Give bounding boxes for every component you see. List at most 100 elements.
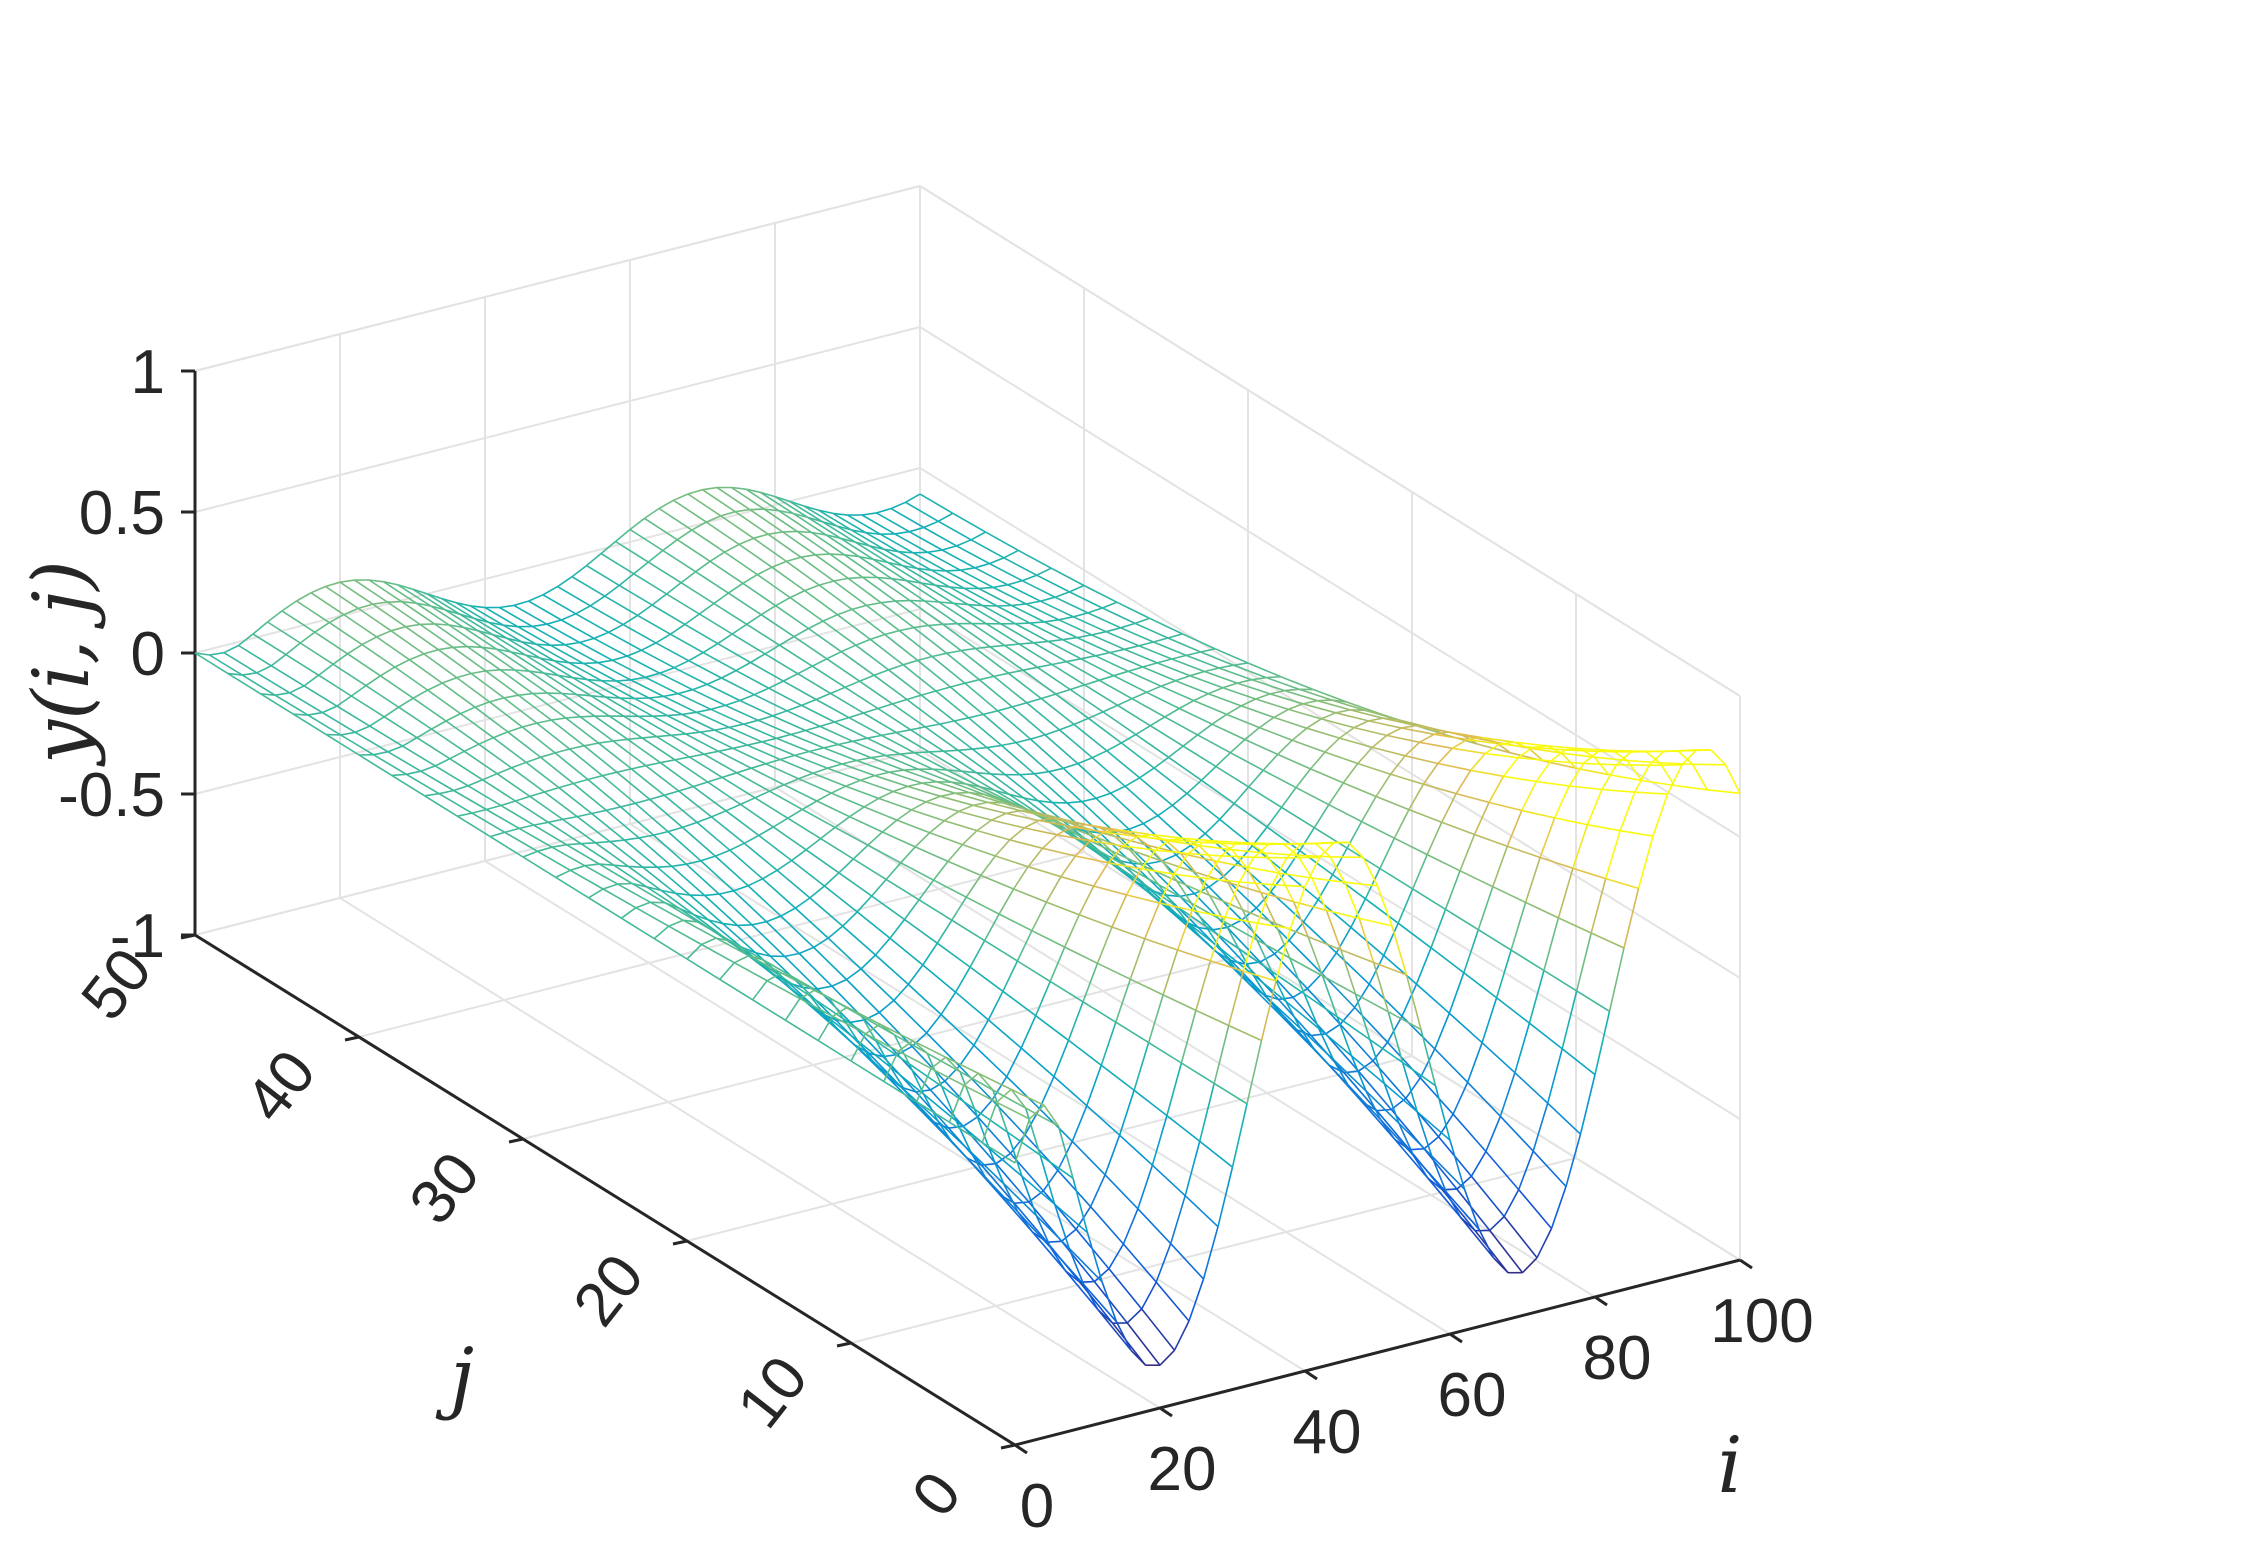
mesh-segment	[1029, 738, 1064, 769]
mesh-segment	[779, 754, 795, 761]
mesh-segment	[1536, 1228, 1553, 1259]
mesh-segment	[492, 633, 526, 656]
mesh-segment	[1380, 1119, 1414, 1157]
mesh-segment	[714, 849, 731, 857]
mesh-segment	[1114, 836, 1131, 851]
mesh-segment	[651, 593, 668, 606]
mesh-segment	[860, 968, 895, 1002]
mesh-segment	[1648, 750, 1665, 766]
mesh-segment	[949, 586, 983, 607]
mesh-segment	[368, 579, 403, 603]
mesh-segment	[670, 633, 704, 654]
mesh-segment	[536, 719, 552, 724]
mesh-segment	[760, 614, 795, 638]
mesh-segment	[223, 652, 258, 674]
mesh-segment	[1197, 723, 1213, 736]
mesh-segment	[241, 674, 276, 696]
mesh-segment	[1142, 662, 1158, 668]
mesh-segment	[1256, 939, 1273, 972]
mesh-segment	[1160, 685, 1195, 702]
mesh-segment	[1077, 756, 1093, 765]
mesh-segment	[1608, 947, 1625, 1012]
mesh-segment	[1035, 1215, 1052, 1249]
mesh-segment	[905, 493, 921, 503]
mesh-segment	[743, 719, 759, 725]
mesh-segment	[771, 560, 787, 568]
mesh-segment	[584, 863, 600, 867]
mesh-segment	[813, 937, 829, 949]
mesh-segment	[590, 695, 606, 698]
mesh-segment	[1481, 1042, 1516, 1074]
mesh-segment	[609, 840, 644, 868]
mesh-segment	[390, 630, 425, 655]
mesh-segment	[274, 692, 290, 696]
mesh-segment	[913, 551, 928, 554]
mesh-segment	[1130, 1349, 1147, 1366]
mesh-segment	[980, 1164, 1015, 1204]
mesh-segment	[1412, 888, 1446, 910]
mesh-segment	[1485, 752, 1519, 759]
mesh-segment	[1270, 970, 1287, 1002]
mesh-segment	[905, 579, 940, 603]
mesh-segment	[823, 747, 857, 762]
mesh-segment	[1441, 821, 1475, 836]
mesh-segment	[892, 785, 908, 793]
mesh-segment	[590, 695, 625, 717]
mesh-segment	[1170, 1243, 1205, 1280]
mesh-segment	[1171, 654, 1187, 660]
mesh-segment	[845, 978, 880, 1014]
y-tick-mark	[1000, 1443, 1016, 1450]
mesh-segment	[729, 849, 764, 880]
mesh-segment	[424, 792, 440, 797]
mesh-segment	[893, 999, 928, 1034]
mesh-segment	[484, 606, 519, 628]
mesh-segment	[829, 553, 845, 556]
mesh-segment	[1045, 876, 1062, 903]
mesh-segment	[1440, 793, 1457, 823]
mesh-segment	[904, 1090, 939, 1122]
mesh-segment	[750, 661, 784, 682]
mesh-segment	[585, 552, 602, 567]
mesh-segment	[1266, 826, 1301, 852]
mesh-segment	[1470, 752, 1486, 771]
mesh-segment	[1394, 837, 1428, 856]
mesh-segment	[717, 642, 751, 664]
mesh-segment	[929, 820, 945, 834]
mesh-segment	[1525, 901, 1559, 919]
mesh-segment	[734, 511, 769, 535]
mesh-segment	[1224, 916, 1258, 924]
mesh-segment	[787, 817, 822, 840]
mesh-segment	[1142, 666, 1176, 682]
mesh-segment	[961, 770, 996, 792]
mesh-segment	[713, 592, 729, 605]
mesh-segment	[1137, 835, 1171, 841]
mesh-segment	[903, 769, 937, 783]
mesh-segment	[1543, 917, 1560, 971]
mesh-segment	[529, 791, 545, 798]
mesh-segment	[921, 690, 937, 696]
mesh-segment	[674, 756, 690, 761]
mesh-segment	[1503, 1189, 1520, 1217]
mesh-segment	[722, 923, 757, 954]
mesh-segment	[296, 600, 330, 624]
mesh-segment	[1466, 1042, 1483, 1083]
mesh-segment	[991, 812, 1007, 821]
mesh-segment	[426, 593, 461, 615]
mesh-segment	[945, 1056, 961, 1073]
mesh-segment	[833, 580, 867, 607]
mesh-segment	[613, 864, 629, 868]
mesh-segment	[453, 789, 487, 811]
mesh-segment	[874, 774, 908, 788]
mesh-segment	[1083, 1284, 1099, 1311]
mesh-segment	[1623, 888, 1640, 949]
mesh-segment	[1008, 793, 1024, 799]
mesh-segment	[993, 672, 1009, 678]
mesh-segment	[620, 907, 637, 919]
mesh-segment	[1332, 1059, 1349, 1086]
mesh-segment	[540, 756, 574, 785]
mesh-segment	[1139, 777, 1173, 807]
mesh-segment	[1178, 707, 1213, 725]
mesh-segment	[797, 665, 813, 675]
mesh-segment	[289, 692, 323, 714]
